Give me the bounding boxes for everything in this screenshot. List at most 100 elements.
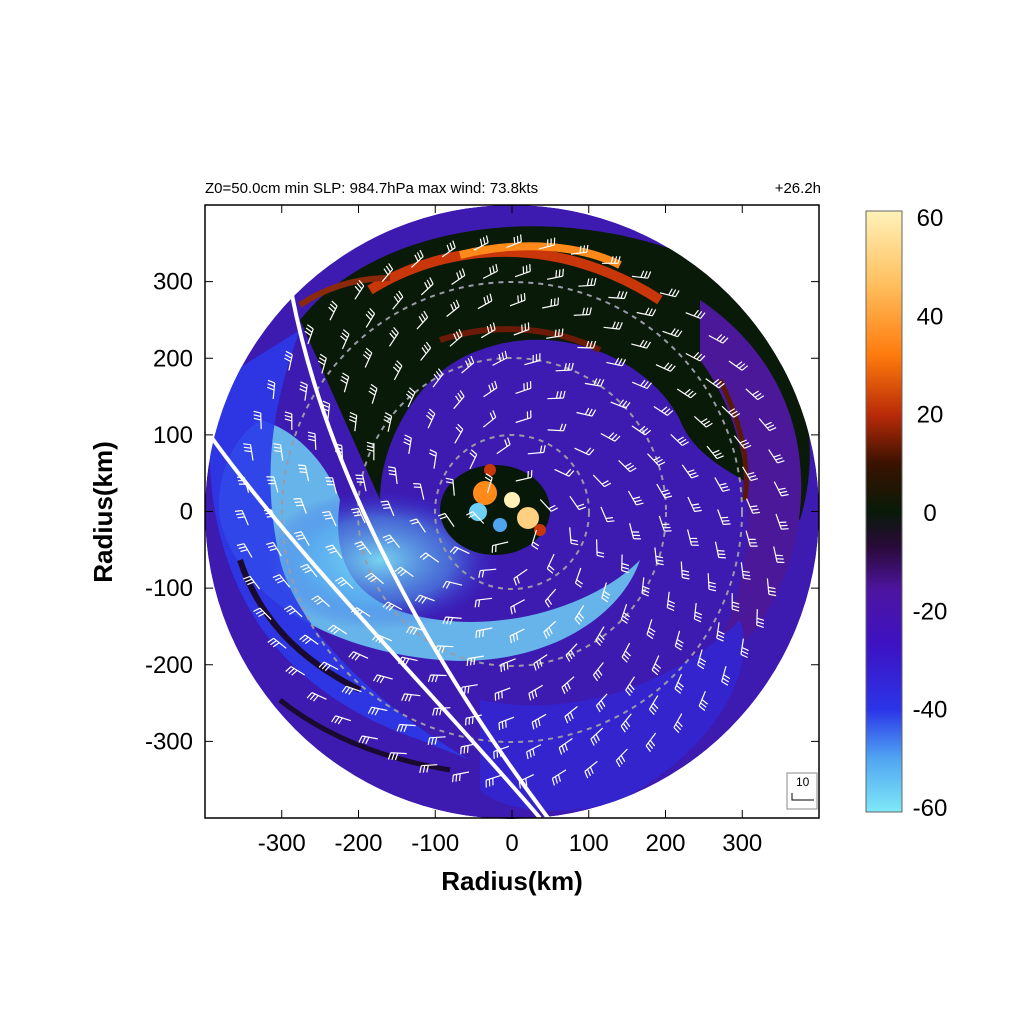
wind-barb bbox=[745, 388, 765, 401]
wind-barb bbox=[253, 410, 262, 430]
chart-header-right: +26.2h bbox=[775, 180, 821, 197]
wind-barb bbox=[773, 546, 785, 564]
wind-barb bbox=[348, 411, 358, 432]
wind-barb bbox=[595, 693, 608, 713]
wind-barb bbox=[441, 240, 456, 258]
wind-barb bbox=[482, 410, 497, 428]
wind-barb bbox=[576, 407, 597, 417]
wind-barb bbox=[358, 735, 378, 745]
wind-barb bbox=[674, 630, 684, 651]
x-tick-label: -300 bbox=[258, 830, 306, 857]
wind-barb bbox=[266, 379, 276, 399]
wind-barb bbox=[382, 601, 403, 612]
wind-barb bbox=[647, 453, 666, 466]
wind-barb bbox=[768, 449, 785, 464]
wind-barb bbox=[405, 626, 426, 636]
wind-barb bbox=[483, 380, 498, 398]
wind-barb bbox=[460, 684, 478, 695]
colorbar-gradient bbox=[865, 210, 903, 813]
wind-barb bbox=[368, 383, 378, 404]
wind-barb bbox=[406, 387, 416, 408]
wind-barb bbox=[706, 445, 724, 460]
wind-barb bbox=[676, 388, 697, 399]
wind-barb bbox=[480, 322, 496, 339]
wind-barb bbox=[570, 244, 589, 255]
wind-barb bbox=[242, 575, 261, 590]
wind-barb bbox=[714, 541, 726, 559]
wind-barb bbox=[569, 527, 579, 546]
wind-barb bbox=[708, 334, 729, 344]
wind-barb bbox=[524, 353, 541, 366]
wind-barb bbox=[272, 574, 291, 588]
wind-barb bbox=[446, 299, 460, 317]
wind-barb bbox=[733, 435, 752, 449]
wind-barb bbox=[477, 293, 493, 310]
wind-barb bbox=[577, 340, 597, 349]
wind-barb bbox=[544, 588, 557, 608]
wind-barb bbox=[365, 307, 376, 328]
wind-barb bbox=[496, 437, 511, 455]
wind-barb bbox=[513, 322, 530, 336]
wind-barb bbox=[283, 605, 303, 618]
wind-barb bbox=[697, 649, 707, 670]
wind-barb bbox=[449, 328, 463, 347]
wind-barb bbox=[321, 400, 331, 420]
wind-barb bbox=[610, 399, 631, 409]
wind-barb bbox=[434, 645, 454, 654]
wind-barb bbox=[551, 769, 567, 786]
wind-barb bbox=[494, 687, 511, 701]
wind-barb bbox=[382, 534, 400, 548]
wind-barb bbox=[569, 495, 587, 511]
wind-barb bbox=[243, 443, 254, 461]
wind-barb bbox=[493, 745, 510, 759]
wind-barb bbox=[388, 327, 399, 347]
wind-barb bbox=[466, 655, 484, 666]
wind-barb bbox=[618, 459, 637, 473]
wind-barb bbox=[646, 619, 656, 640]
wind-barb bbox=[721, 405, 741, 418]
wind-barb bbox=[655, 362, 676, 372]
wind-barb bbox=[442, 616, 462, 625]
wind-barb bbox=[355, 474, 367, 492]
wind-barb bbox=[429, 449, 437, 469]
colorbar-tick-label: 40 bbox=[917, 303, 944, 330]
wind-barb bbox=[621, 554, 630, 574]
wind-barb bbox=[775, 513, 789, 530]
wind-barb bbox=[659, 288, 680, 298]
colorbar-tick-label: 20 bbox=[917, 402, 944, 429]
wind-barb bbox=[510, 599, 525, 615]
wind-barb bbox=[574, 567, 583, 588]
wind-barb bbox=[631, 379, 652, 390]
wind-barb bbox=[445, 477, 455, 496]
wind-barb bbox=[362, 347, 373, 368]
wind-barb bbox=[509, 292, 526, 307]
wind-barb bbox=[773, 481, 789, 497]
wind-barb bbox=[372, 674, 393, 684]
wind-barb bbox=[466, 511, 485, 524]
wind-barb bbox=[340, 329, 350, 350]
colorbar-tick-label: 0 bbox=[923, 500, 936, 527]
x-tick-label: 200 bbox=[645, 830, 685, 857]
wind-barb bbox=[394, 566, 414, 578]
wind-barb bbox=[698, 690, 708, 711]
wind-barb bbox=[354, 280, 365, 300]
wind-barb bbox=[561, 676, 575, 695]
y-tick-label: 100 bbox=[153, 422, 193, 449]
wind-barb bbox=[432, 368, 444, 388]
wind-barb bbox=[340, 372, 350, 393]
wind-barb bbox=[366, 441, 375, 461]
wind-barb bbox=[627, 490, 644, 506]
wind-barb bbox=[721, 665, 731, 686]
wind-barb bbox=[693, 415, 713, 428]
wind-barb bbox=[653, 406, 674, 416]
wind-barb bbox=[325, 544, 343, 559]
wind-barb bbox=[533, 654, 548, 671]
wind-barb bbox=[620, 604, 630, 624]
wind-barb bbox=[531, 529, 540, 550]
wind-barb bbox=[742, 466, 758, 482]
wind-barb bbox=[542, 297, 559, 309]
y-tick-label: 300 bbox=[153, 269, 193, 296]
wind-barb bbox=[543, 620, 557, 639]
wind-barb bbox=[518, 774, 535, 789]
y-tick-label: 0 bbox=[180, 499, 193, 526]
